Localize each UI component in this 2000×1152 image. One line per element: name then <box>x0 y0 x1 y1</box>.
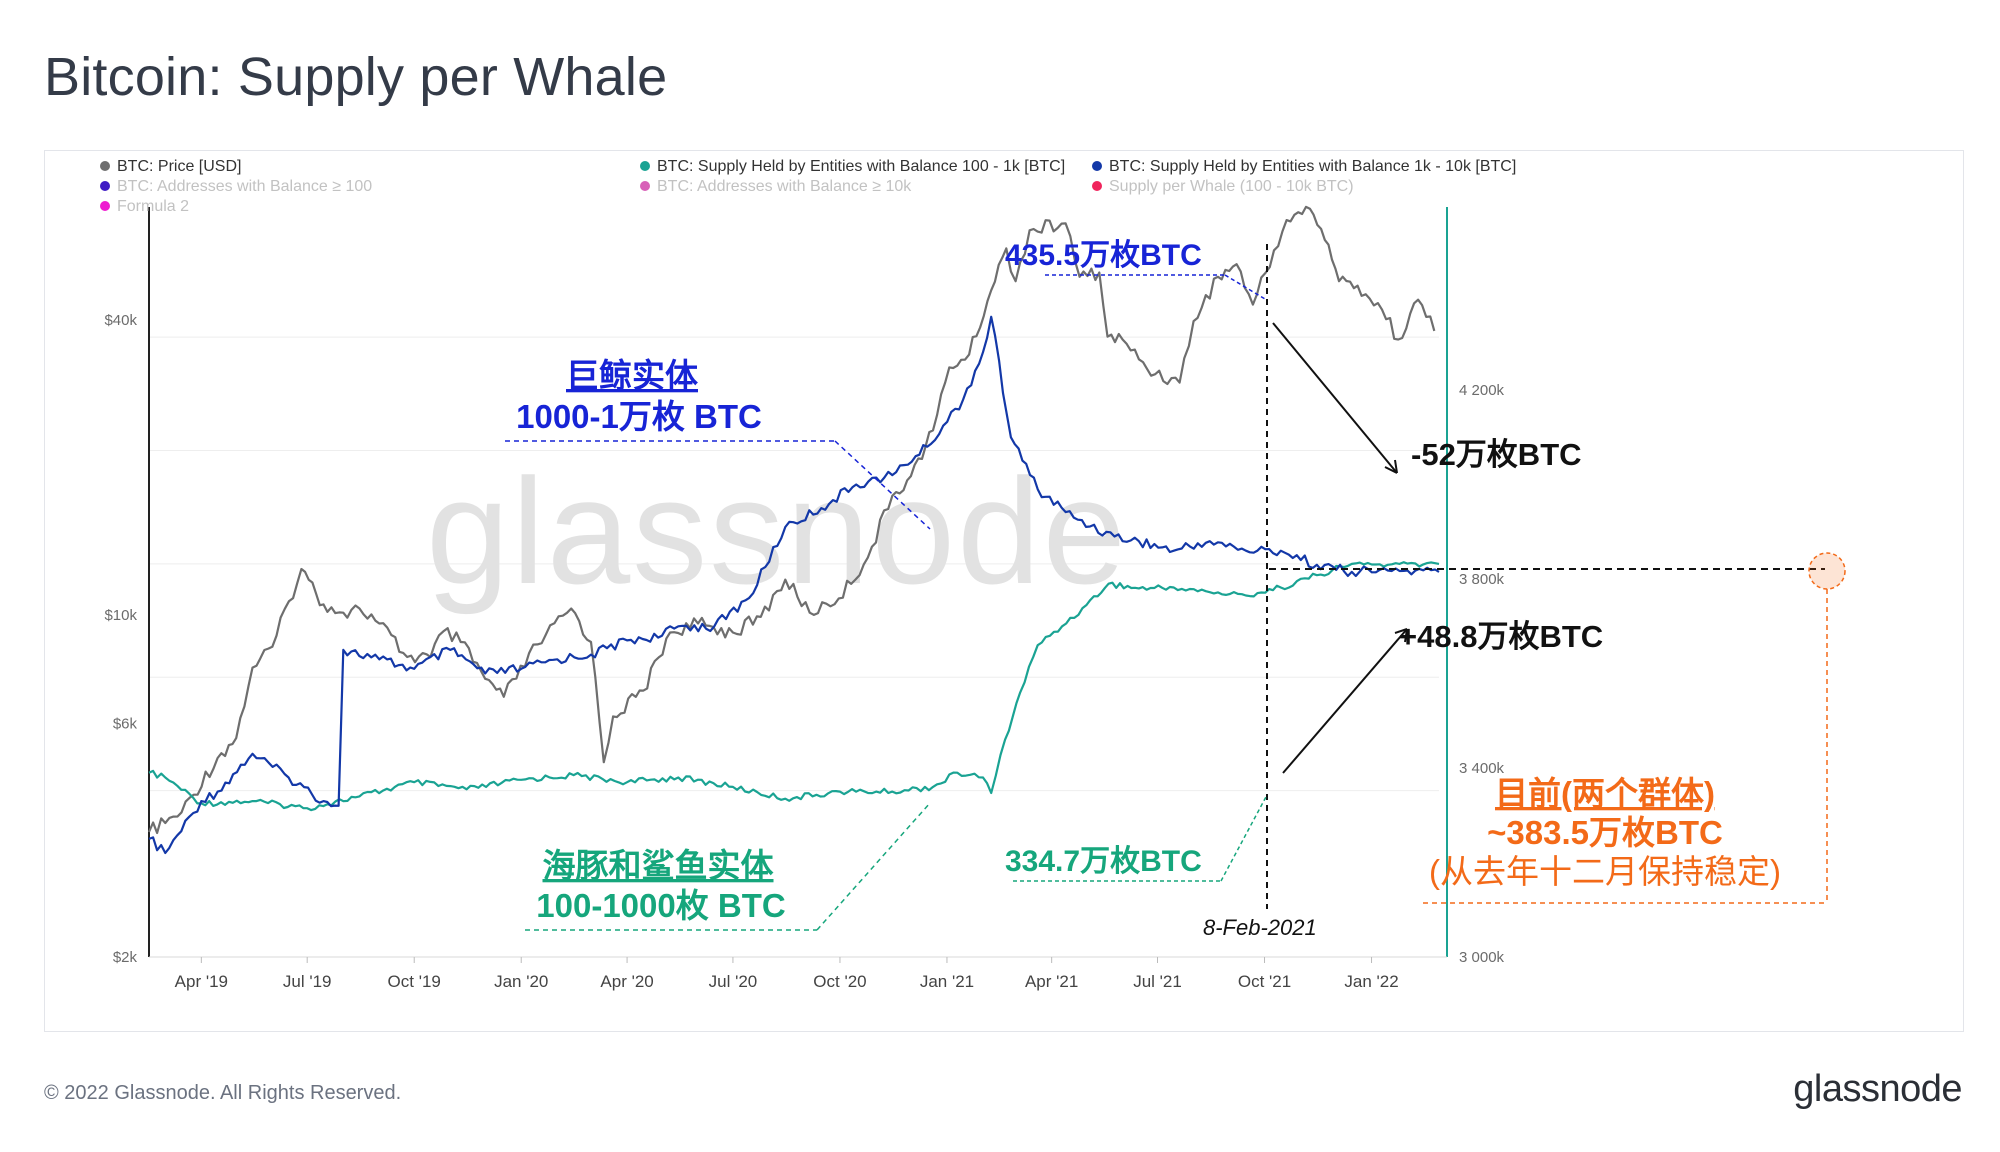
x-tick-label: Oct '20 <box>813 972 866 991</box>
y-right-tick-label: 3 800k <box>1459 571 1505 588</box>
legend-label: BTC: Addresses with Balance ≥ 10k <box>657 178 912 195</box>
legend-label: BTC: Price [USD] <box>117 158 241 175</box>
circle-dot-icon <box>1092 181 1102 191</box>
y-left-tick-label: $10k <box>104 607 137 624</box>
x-tick-label: Jul '19 <box>283 972 332 991</box>
current-value: ~383.5万枚BTC <box>1487 814 1723 851</box>
current-note: (从去年十二月保持稳定) <box>1429 853 1781 890</box>
footer-copyright: © 2022 Glassnode. All Rights Reserved. <box>44 1082 402 1104</box>
drop-arrow <box>1272 322 1398 474</box>
circle-dot-icon <box>640 161 650 171</box>
legend-item: BTC: Addresses with Balance ≥ 10k <box>640 178 912 195</box>
y-right-tick-label: 3 400k <box>1459 760 1505 777</box>
x-tick-label: Jan '21 <box>920 972 974 991</box>
current-marker-icon <box>1808 552 1846 590</box>
y-left-tick-label: $2k <box>113 949 138 966</box>
dolphin-title: 海豚和鲨鱼实体 <box>543 847 774 884</box>
footer-logo: glassnode <box>1793 1068 1962 1110</box>
y-left-tick-label: $6k <box>113 715 138 732</box>
axes: $2k $6k $10k $40k 3 000k 3 400k 3 800k 4 200k Ap… <box>104 207 1505 991</box>
x-tick-label: Jan '22 <box>1344 972 1398 991</box>
chart-frame: glassnode $2k $6k $10k $40k 3 000k 3 400k 3 80… <box>44 150 1964 1032</box>
x-tick-label: Jan '20 <box>494 972 548 991</box>
y-left-tick-label: $40k <box>104 312 137 329</box>
circle-dot-icon <box>100 161 110 171</box>
gridlines <box>149 336 1439 792</box>
rise-arrow <box>1282 628 1408 774</box>
x-tick-label: Apr '21 <box>1025 972 1078 991</box>
watermark: glassnode <box>426 447 1128 615</box>
rise-small-label: +48.8万枚BTC <box>1399 619 1603 654</box>
legend-label: BTC: Supply Held by Entities with Balanc… <box>657 158 1065 175</box>
legend-label: BTC: Supply Held by Entities with Balanc… <box>1109 158 1516 175</box>
legend-label: BTC: Addresses with Balance ≥ 100 <box>117 178 372 195</box>
drop-large-label: -52万枚BTC <box>1411 437 1582 472</box>
legend-item: Supply per Whale (100 - 10k BTC) <box>1092 178 1354 195</box>
x-tick-label: Jul '20 <box>709 972 758 991</box>
x-tick-label: Jul '21 <box>1133 972 1182 991</box>
dolphin-leader <box>816 802 931 931</box>
legend-item: BTC: Supply Held by Entities with Balanc… <box>640 158 1065 175</box>
x-tick-label: Oct '21 <box>1238 972 1291 991</box>
legend-label: Formula 2 <box>117 198 189 215</box>
whale-leader <box>834 440 931 530</box>
dolphin-range: 100-1000枚 BTC <box>536 887 785 924</box>
x-tick-label: Oct '19 <box>388 972 441 991</box>
whale-range: 1000-1万枚 BTC <box>516 398 762 435</box>
current-title: 目前(两个群体) <box>1495 775 1715 812</box>
circle-dot-icon <box>640 181 650 191</box>
annotations: 8-Feb-2021 435.5万枚BTC 巨鲸实体 1000-1万枚 BTC … <box>505 239 1846 940</box>
x-tick-label: Apr '20 <box>600 972 653 991</box>
y-right-tick-label: 3 000k <box>1459 949 1505 966</box>
legend-item: Formula 2 <box>100 198 189 215</box>
small-level-leader <box>1220 794 1268 882</box>
circle-dot-icon <box>100 181 110 191</box>
peak-large-leader <box>1224 274 1266 300</box>
chart: glassnode $2k $6k $10k $40k 3 000k 3 400k 3 80… <box>100 158 1846 991</box>
legend-item: BTC: Supply Held by Entities with Balanc… <box>1092 158 1516 175</box>
y-right-tick-label: 4 200k <box>1459 382 1505 399</box>
small-level-label: 334.7万枚BTC <box>1005 845 1202 878</box>
page-title: Bitcoin: Supply per Whale <box>44 47 668 107</box>
legend-label: Supply per Whale (100 - 10k BTC) <box>1109 178 1354 195</box>
x-tick-label: Apr '19 <box>175 972 228 991</box>
circle-dot-icon <box>100 201 110 211</box>
date-marker-label: 8-Feb-2021 <box>1203 915 1317 940</box>
drop-arrowhead-icon <box>1384 459 1398 474</box>
series-line-supply-1k-10k <box>148 315 1440 855</box>
whale-title: 巨鲸实体 <box>566 357 698 394</box>
legend: BTC: Price [USD] BTC: Supply Held by Enti… <box>100 158 1516 215</box>
legend-item: BTC: Addresses with Balance ≥ 100 <box>100 178 372 195</box>
circle-dot-icon <box>1092 161 1102 171</box>
peak-large-label: 435.5万枚BTC <box>1005 239 1202 272</box>
series-line-supply-100-1k <box>148 561 1440 812</box>
legend-item: BTC: Price [USD] <box>100 158 241 175</box>
rise-arrowhead-icon <box>1394 628 1408 643</box>
